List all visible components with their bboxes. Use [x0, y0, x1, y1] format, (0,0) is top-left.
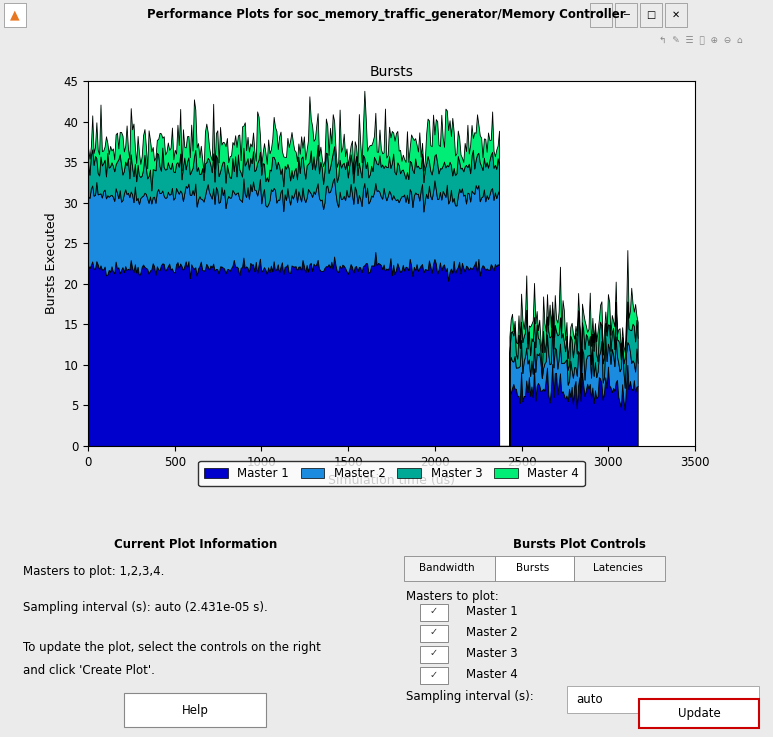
FancyBboxPatch shape: [495, 556, 574, 581]
Bar: [665, 3, 687, 27]
Text: Current Plot Information: Current Plot Information: [114, 538, 277, 551]
Text: Update: Update: [678, 707, 720, 720]
Y-axis label: Bursts Executed: Bursts Executed: [45, 213, 58, 314]
Text: Master 3: Master 3: [466, 647, 518, 660]
Text: ✓: ✓: [430, 669, 438, 680]
Text: Bursts Plot Controls: Bursts Plot Controls: [513, 538, 646, 551]
X-axis label: Simulation time (us): Simulation time (us): [328, 474, 455, 487]
Text: Sampling interval (s): auto (2.431e-05 s).: Sampling interval (s): auto (2.431e-05 s…: [22, 601, 267, 614]
Text: Masters to plot:: Masters to plot:: [406, 590, 499, 604]
FancyBboxPatch shape: [639, 699, 759, 727]
Text: ✓: ✓: [430, 607, 438, 616]
Text: ✓: ✓: [430, 627, 438, 638]
Text: ▲: ▲: [10, 8, 20, 21]
Text: □: □: [646, 10, 656, 20]
Text: and click 'Create Plot'.: and click 'Create Plot'.: [22, 664, 155, 677]
Text: To update the plot, select the controls on the right: To update the plot, select the controls …: [22, 641, 321, 654]
Text: Master 4: Master 4: [466, 668, 518, 681]
Text: Master 1: Master 1: [466, 605, 518, 618]
Bar: [590, 3, 612, 27]
Text: ─: ─: [623, 10, 629, 20]
FancyBboxPatch shape: [567, 686, 759, 713]
Text: Bursts: Bursts: [516, 563, 549, 573]
Bar: [615, 3, 637, 27]
FancyBboxPatch shape: [420, 646, 448, 663]
Text: Masters to plot: 1,2,3,4.: Masters to plot: 1,2,3,4.: [22, 565, 164, 579]
Text: auto: auto: [576, 693, 603, 706]
FancyBboxPatch shape: [420, 604, 448, 621]
Text: Latencies: Latencies: [593, 563, 642, 573]
Text: Master 2: Master 2: [466, 626, 518, 639]
Text: ✓: ✓: [430, 649, 438, 658]
Text: ↰  ✎  ☰  ✋  ⊕  ⊖  ⌂: ↰ ✎ ☰ ✋ ⊕ ⊖ ⌂: [659, 36, 743, 45]
Text: Sampling interval (s):: Sampling interval (s):: [406, 690, 533, 703]
FancyBboxPatch shape: [404, 556, 495, 581]
FancyBboxPatch shape: [574, 556, 665, 581]
Title: Bursts: Bursts: [369, 65, 414, 79]
Text: ↑: ↑: [597, 10, 605, 20]
FancyBboxPatch shape: [124, 694, 267, 727]
Bar: [640, 3, 662, 27]
Text: Bandwidth: Bandwidth: [420, 563, 475, 573]
Bar: [4, 3, 26, 27]
Text: ✕: ✕: [672, 10, 680, 20]
FancyBboxPatch shape: [420, 624, 448, 641]
FancyBboxPatch shape: [420, 666, 448, 683]
Legend: Master 1, Master 2, Master 3, Master 4: Master 1, Master 2, Master 3, Master 4: [199, 461, 584, 486]
Text: Performance Plots for soc_memory_traffic_generator/Memory Controller: Performance Plots for soc_memory_traffic…: [147, 8, 625, 21]
Text: Help: Help: [182, 704, 209, 716]
